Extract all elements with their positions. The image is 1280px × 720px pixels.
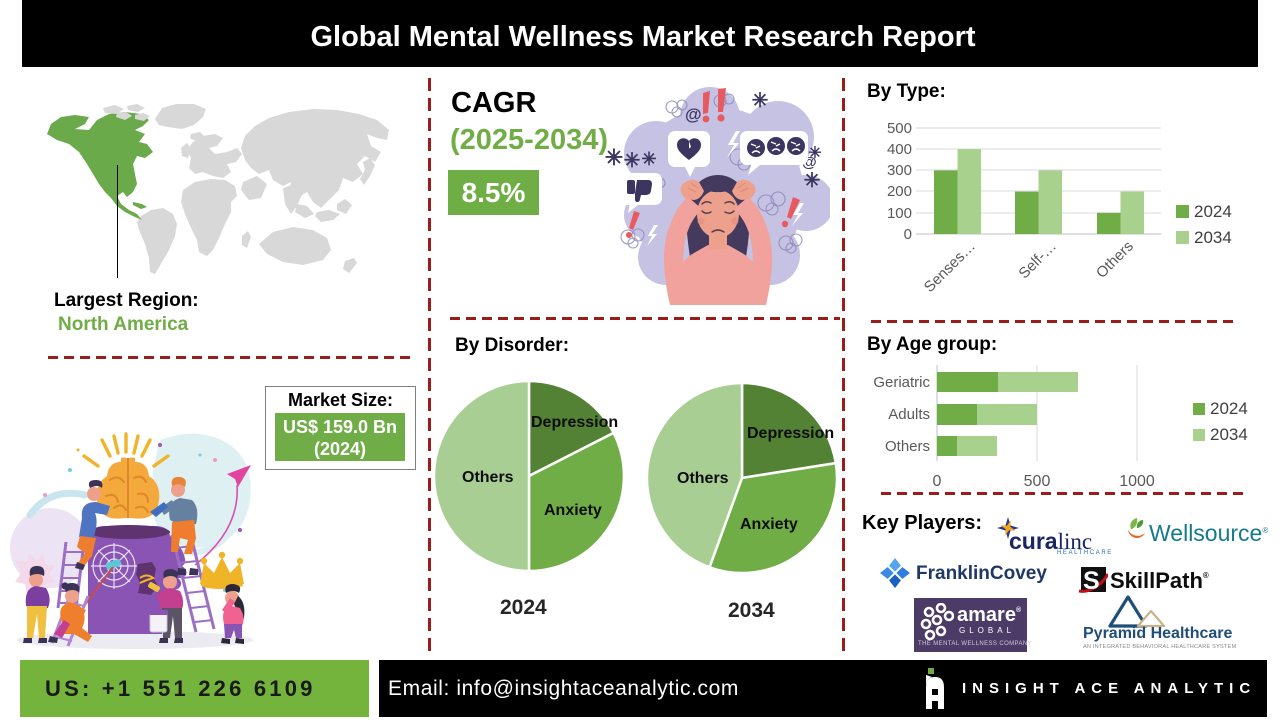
- svg-text:Anxiety: Anxiety: [740, 516, 798, 533]
- svg-text:✳: ✳: [605, 145, 623, 170]
- svg-text:400: 400: [887, 141, 912, 158]
- svg-text:2034: 2034: [1210, 425, 1248, 444]
- svg-text:Adults: Adults: [888, 406, 930, 423]
- svg-text:@: @: [685, 105, 702, 124]
- svg-text:500: 500: [887, 120, 912, 137]
- svg-text:Others: Others: [885, 438, 930, 455]
- svg-text:Geriatric: Geriatric: [873, 374, 930, 391]
- svg-text:✳: ✳: [752, 90, 769, 112]
- svg-text:✳: ✳: [641, 149, 656, 169]
- svg-text:0: 0: [933, 473, 942, 490]
- svg-text:500: 500: [1024, 473, 1051, 490]
- svg-text:Others: Others: [677, 470, 729, 487]
- svg-text:Anxiety: Anxiety: [544, 502, 602, 519]
- svg-text:2024: 2024: [1210, 399, 1248, 418]
- svg-text:Others: Others: [462, 469, 514, 486]
- svg-text:200: 200: [887, 183, 912, 200]
- svg-text:300: 300: [887, 162, 912, 179]
- svg-text:Depression: Depression: [747, 425, 834, 442]
- svg-text:Senses…: Senses…: [921, 238, 979, 296]
- svg-text:1000: 1000: [1119, 473, 1155, 490]
- svg-text:Depression: Depression: [531, 414, 618, 431]
- svg-text:2034: 2034: [1194, 228, 1232, 247]
- svg-text:100: 100: [887, 205, 912, 222]
- svg-text:✳: ✳: [808, 145, 821, 162]
- svg-text:2024: 2024: [1194, 202, 1232, 221]
- svg-text:✳: ✳: [624, 150, 641, 172]
- svg-text:0: 0: [904, 226, 912, 243]
- svg-text:Others: Others: [1093, 238, 1137, 282]
- svg-text:Self-…: Self-…: [1015, 238, 1059, 282]
- svg-text:✳: ✳: [804, 170, 821, 192]
- svg-text:S: S: [1083, 567, 1100, 593]
